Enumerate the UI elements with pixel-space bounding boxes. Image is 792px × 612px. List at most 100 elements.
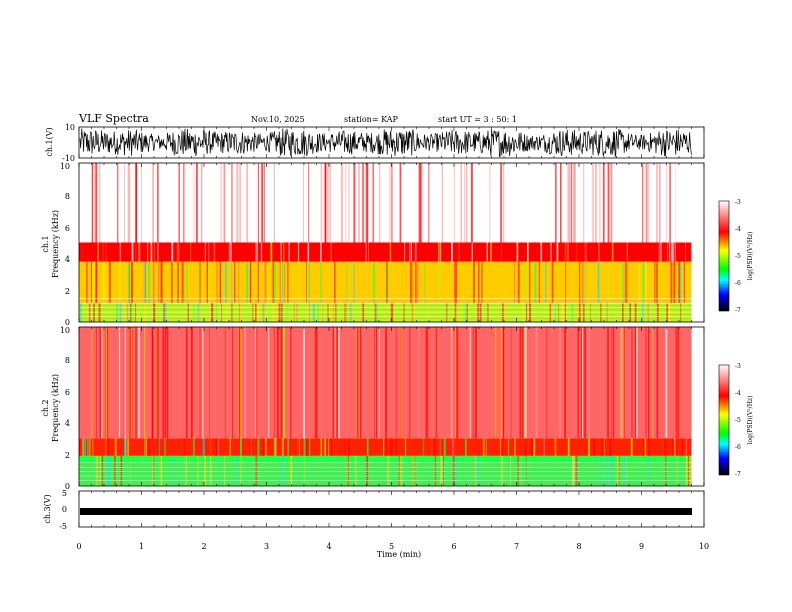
spectrogram-streak: [91, 261, 92, 303]
spectrogram-streak: [686, 242, 688, 262]
spectrogram-streak: [176, 242, 178, 262]
spectrogram-streak: [400, 327, 402, 439]
spectrogram-streak: [87, 438, 89, 456]
spectrogram-streak: [477, 455, 479, 486]
spectrogram-streak: [103, 438, 105, 456]
spectrogram-streak: [679, 261, 682, 303]
spectrogram-streak: [283, 327, 285, 439]
ch2-freq-tick-10: 10: [60, 326, 70, 335]
spectrogram-streak: [454, 242, 456, 262]
spectrogram-streak: [105, 438, 107, 456]
spectrogram-streak: [330, 242, 332, 262]
spectrogram-streak: [455, 261, 457, 303]
spectrogram-streak: [651, 242, 653, 262]
spectrogram-streak: [576, 163, 579, 243]
spectrogram-streak: [377, 327, 379, 439]
spectrogram-streak: [529, 261, 531, 303]
start-time-label: start UT = 3 : 50: 1: [438, 115, 517, 124]
spectrogram-streak: [438, 261, 440, 303]
ch1-ytick-top: 10: [65, 123, 75, 132]
spectrogram-streak: [657, 261, 658, 303]
spectrogram-streak: [531, 438, 534, 456]
spectrogram-streak: [560, 163, 562, 243]
spectrogram-streak: [290, 455, 293, 486]
spectrogram-streak: [208, 261, 210, 303]
spectrogram-streak: [273, 302, 276, 322]
spectrogram-streak: [261, 163, 264, 243]
spectrogram-streak: [132, 242, 135, 262]
spectrogram-streak: [272, 302, 275, 322]
spectrogram-streak: [415, 261, 417, 303]
spectrogram-streak: [664, 438, 666, 456]
spectrogram-streak: [478, 438, 480, 456]
spectrogram-streak: [186, 455, 187, 486]
spectrogram-streak: [510, 327, 512, 439]
spectrogram-streak: [634, 302, 637, 322]
spectrogram-streak: [279, 302, 281, 322]
spectrogram-streak: [676, 438, 678, 456]
spectrogram-streak: [629, 302, 632, 322]
spectrogram-streak: [514, 261, 515, 303]
spectrogram-streak: [391, 438, 393, 456]
spectrogram-streak: [131, 327, 133, 439]
spectrogram-streak: [606, 302, 608, 322]
spectrogram-streak: [677, 455, 678, 486]
spectrogram-streak: [443, 163, 445, 243]
spectrogram-streak: [478, 261, 480, 303]
spectrogram-streak: [427, 327, 429, 439]
spectrogram-streak: [91, 327, 93, 439]
spectrogram-streak: [446, 302, 448, 322]
spectrogram-streak: [347, 455, 349, 486]
spectrogram-streak: [367, 438, 369, 456]
spectrogram-streak: [344, 438, 346, 456]
spectrogram-streak: [366, 163, 369, 243]
spectrogram-streak: [481, 455, 483, 486]
spectrogram-streak: [124, 438, 127, 456]
spectrogram-streak: [141, 163, 142, 243]
spectrogram-streak: [258, 163, 259, 243]
spectrogram-streak: [303, 438, 306, 456]
spectrogram-streak: [666, 438, 668, 456]
spectrogram-streak: [152, 327, 153, 439]
spectrogram-streak: [664, 163, 667, 243]
spectrogram-streak: [631, 163, 633, 243]
spectrogram-streak: [585, 242, 587, 262]
spectrogram-streak: [334, 261, 336, 303]
spectrogram-streak: [128, 455, 131, 486]
spectrogram-streak: [577, 327, 579, 439]
spectrogram-streak: [668, 242, 670, 262]
spectrogram-streak: [171, 261, 173, 303]
spectrogram-streak: [135, 302, 137, 322]
spectrogram-streak: [178, 302, 180, 322]
spectrogram-streak: [420, 163, 422, 243]
spectrogram-streak: [413, 455, 415, 486]
spectrogram-streak: [526, 302, 528, 322]
spectrogram-streak: [575, 455, 578, 486]
spectrogram-streak: [290, 327, 292, 439]
spectrogram-streak: [642, 261, 645, 303]
spectrogram-streak: [366, 163, 368, 243]
spectrogram-streak: [344, 302, 346, 322]
spectrogram-streak: [132, 302, 134, 322]
spectrogram-streak: [100, 455, 101, 486]
spectrogram-streak: [365, 163, 367, 243]
spectrogram-streak: [374, 302, 377, 322]
spectrogram-streak: [280, 327, 283, 439]
ch2-cb-tick-4: -4: [735, 390, 741, 397]
spectrogram-streak: [215, 438, 217, 456]
spectrogram-streak: [315, 163, 317, 243]
spectrogram-streak: [615, 163, 618, 243]
spectrogram-streak: [452, 455, 455, 486]
spectrogram-streak: [221, 163, 224, 243]
spectrogram-streak: [383, 242, 385, 262]
spectrogram-streak: [565, 261, 567, 303]
spectrogram-streak: [642, 163, 644, 243]
spectrogram-streak: [128, 163, 131, 243]
time-tick-label: 10: [699, 542, 709, 551]
spectrogram-streak: [428, 163, 430, 243]
spectrogram-streak: [452, 438, 455, 456]
spectrogram-streak: [307, 455, 309, 486]
spectrogram-streak: [231, 438, 233, 456]
spectrogram-streak: [231, 261, 233, 303]
ch3-waveform-band: [80, 508, 692, 515]
